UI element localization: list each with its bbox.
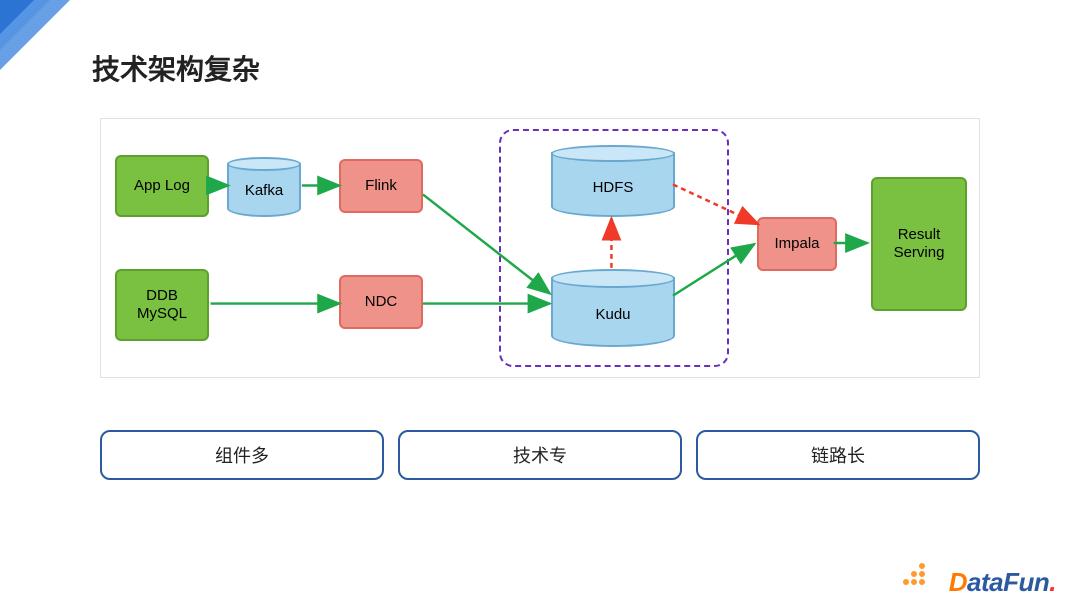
- slide-root: 技术架构复杂 App Log DDBMySQL Kafka Flink NDC HDFS K…: [0, 0, 1080, 608]
- logo-dots-icon: [900, 560, 930, 588]
- node-flink: Flink: [339, 159, 423, 213]
- node-ddb: DDBMySQL: [115, 269, 209, 341]
- node-label-kudu: Kudu: [595, 306, 630, 323]
- node-kafka: Kafka: [227, 157, 301, 217]
- logo-orange: D: [949, 567, 967, 597]
- architecture-diagram: App Log DDBMySQL Kafka Flink NDC HDFS Kudu Impa…: [100, 118, 980, 378]
- node-hdfs: HDFS: [551, 145, 675, 217]
- node-label-kafka: Kafka: [245, 182, 283, 199]
- slide-title: 技术架构复杂: [92, 48, 260, 88]
- pill-tech: 技术专: [398, 430, 682, 480]
- node-applog: App Log: [115, 155, 209, 217]
- node-impala: Impala: [757, 217, 837, 271]
- node-result: ResultServing: [871, 177, 967, 311]
- datafun-logo: DataFun.: [949, 567, 1056, 598]
- pill-chain: 链路长: [696, 430, 980, 480]
- node-kudu: Kudu: [551, 269, 675, 347]
- pill-components: 组件多: [100, 430, 384, 480]
- logo-dot: .: [1049, 567, 1056, 597]
- logo-blue: ataFun: [967, 567, 1049, 597]
- node-label-hdfs: HDFS: [593, 179, 634, 196]
- corner-chevrons-icon: [0, 0, 90, 90]
- node-ndc: NDC: [339, 275, 423, 329]
- summary-pillbar: 组件多 技术专 链路长: [100, 430, 980, 480]
